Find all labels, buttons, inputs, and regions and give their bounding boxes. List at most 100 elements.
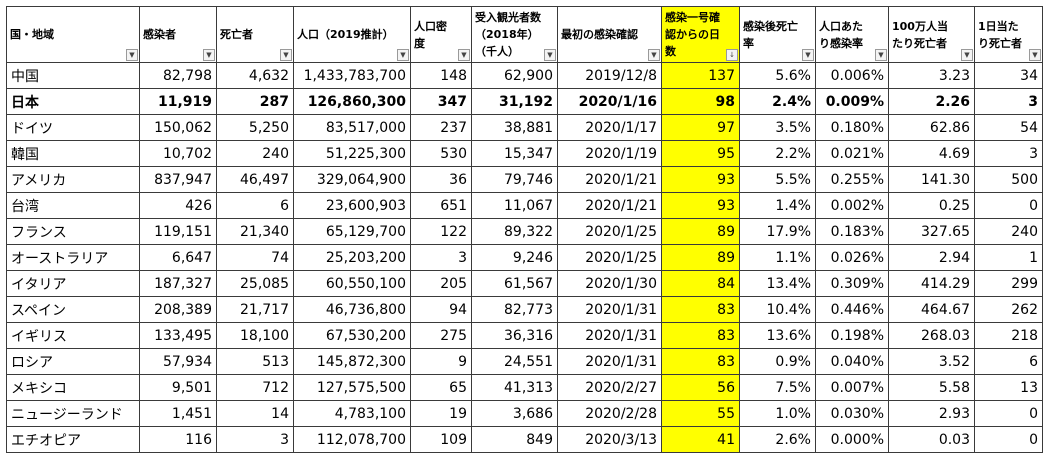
table-cell[interactable]: 0.183% [815, 218, 889, 245]
filter-dropdown-button[interactable]: ▼ [961, 49, 973, 61]
table-cell[interactable]: 2.6% [739, 426, 816, 453]
table-cell[interactable]: 500 [974, 166, 1043, 193]
table-cell[interactable]: 126,860,300 [293, 88, 411, 115]
table-cell[interactable]: 1.4% [739, 192, 816, 219]
table-cell[interactable]: 651 [410, 192, 472, 219]
table-cell[interactable]: 日本 [6, 88, 140, 115]
table-cell[interactable]: 10.4% [739, 296, 816, 323]
table-cell[interactable]: 67,530,200 [293, 322, 411, 349]
table-cell[interactable]: 0.009% [815, 88, 889, 115]
table-cell[interactable]: 2020/1/16 [557, 88, 662, 115]
table-cell[interactable]: アメリカ [6, 166, 140, 193]
table-cell[interactable]: 11,067 [471, 192, 558, 219]
table-cell[interactable]: 9,501 [139, 374, 217, 401]
table-cell[interactable]: 13 [974, 374, 1043, 401]
table-cell[interactable]: 65,129,700 [293, 218, 411, 245]
table-cell[interactable]: 0.040% [815, 348, 889, 375]
table-cell[interactable]: 0.9% [739, 348, 816, 375]
table-cell[interactable]: 5.6% [739, 62, 816, 89]
table-cell[interactable]: 94 [410, 296, 472, 323]
table-cell[interactable]: 0.198% [815, 322, 889, 349]
table-cell[interactable]: 25,085 [216, 270, 294, 297]
table-cell[interactable]: 237 [410, 114, 472, 141]
table-cell[interactable]: 2020/1/21 [557, 192, 662, 219]
table-cell[interactable]: 93 [661, 192, 740, 219]
table-cell[interactable]: 2020/2/27 [557, 374, 662, 401]
table-cell[interactable]: 3 [216, 426, 294, 453]
table-cell[interactable]: 25,203,200 [293, 244, 411, 271]
table-cell[interactable]: 62.86 [888, 114, 975, 141]
table-cell[interactable]: 2020/1/31 [557, 322, 662, 349]
table-cell[interactable]: 2.94 [888, 244, 975, 271]
table-cell[interactable]: 2020/1/17 [557, 114, 662, 141]
table-cell[interactable]: 9,246 [471, 244, 558, 271]
table-cell[interactable]: 0.255% [815, 166, 889, 193]
table-cell[interactable]: 95 [661, 140, 740, 167]
filter-dropdown-button[interactable]: ▼ [280, 49, 292, 61]
table-cell[interactable]: 38,881 [471, 114, 558, 141]
table-cell[interactable]: 56 [661, 374, 740, 401]
table-cell[interactable]: 82,773 [471, 296, 558, 323]
table-cell[interactable]: 7.5% [739, 374, 816, 401]
table-cell[interactable]: オーストラリア [6, 244, 140, 271]
filter-dropdown-button[interactable]: ▼ [458, 49, 470, 61]
table-cell[interactable]: 2020/1/21 [557, 166, 662, 193]
table-cell[interactable]: 2020/1/25 [557, 218, 662, 245]
table-cell[interactable]: 62,900 [471, 62, 558, 89]
table-cell[interactable]: 0.007% [815, 374, 889, 401]
table-cell[interactable]: 513 [216, 348, 294, 375]
table-cell[interactable]: 2020/1/19 [557, 140, 662, 167]
table-cell[interactable]: 15,347 [471, 140, 558, 167]
filter-dropdown-button[interactable]: ▼ [203, 49, 215, 61]
table-cell[interactable]: 275 [410, 322, 472, 349]
table-cell[interactable]: 0 [974, 426, 1043, 453]
table-cell[interactable]: 18,100 [216, 322, 294, 349]
table-cell[interactable]: 187,327 [139, 270, 217, 297]
table-cell[interactable]: 韓国 [6, 140, 140, 167]
table-cell[interactable]: 4,632 [216, 62, 294, 89]
table-cell[interactable]: ニュージーランド [6, 400, 140, 427]
table-cell[interactable]: スペイン [6, 296, 140, 323]
table-cell[interactable]: 712 [216, 374, 294, 401]
table-cell[interactable]: 1,433,783,700 [293, 62, 411, 89]
table-cell[interactable]: 414.29 [888, 270, 975, 297]
table-cell[interactable]: 21,717 [216, 296, 294, 323]
table-cell[interactable]: 61,567 [471, 270, 558, 297]
table-cell[interactable]: 65 [410, 374, 472, 401]
table-cell[interactable]: 1,451 [139, 400, 217, 427]
table-cell[interactable]: 36,316 [471, 322, 558, 349]
filter-dropdown-button[interactable]: ▼ [875, 49, 887, 61]
table-cell[interactable]: 51,225,300 [293, 140, 411, 167]
table-cell[interactable]: 46,497 [216, 166, 294, 193]
table-cell[interactable]: 5.5% [739, 166, 816, 193]
table-cell[interactable]: エチオピア [6, 426, 140, 453]
table-cell[interactable]: 41,313 [471, 374, 558, 401]
table-cell[interactable]: 205 [410, 270, 472, 297]
table-cell[interactable]: 1.1% [739, 244, 816, 271]
table-cell[interactable]: 83 [661, 348, 740, 375]
table-cell[interactable]: 台湾 [6, 192, 140, 219]
table-cell[interactable]: 849 [471, 426, 558, 453]
table-cell[interactable]: 10,702 [139, 140, 217, 167]
table-cell[interactable]: 60,550,100 [293, 270, 411, 297]
table-cell[interactable]: 36 [410, 166, 472, 193]
table-cell[interactable]: 1.0% [739, 400, 816, 427]
table-cell[interactable]: 119,151 [139, 218, 217, 245]
table-cell[interactable]: 97 [661, 114, 740, 141]
table-cell[interactable]: 4,783,100 [293, 400, 411, 427]
table-cell[interactable]: 2019/12/8 [557, 62, 662, 89]
table-cell[interactable]: 中国 [6, 62, 140, 89]
table-cell[interactable]: 13.6% [739, 322, 816, 349]
table-cell[interactable]: 31,192 [471, 88, 558, 115]
table-cell[interactable]: 141.30 [888, 166, 975, 193]
table-cell[interactable]: 2020/1/31 [557, 296, 662, 323]
table-cell[interactable]: 240 [216, 140, 294, 167]
table-cell[interactable]: 21,340 [216, 218, 294, 245]
table-cell[interactable]: 89 [661, 218, 740, 245]
filter-dropdown-button[interactable]: ▼ [397, 49, 409, 61]
filter-dropdown-button[interactable]: ▼ [648, 49, 660, 61]
table-cell[interactable]: 2.93 [888, 400, 975, 427]
table-cell[interactable]: 23,600,903 [293, 192, 411, 219]
table-cell[interactable]: 127,575,500 [293, 374, 411, 401]
table-cell[interactable]: 0 [974, 400, 1043, 427]
